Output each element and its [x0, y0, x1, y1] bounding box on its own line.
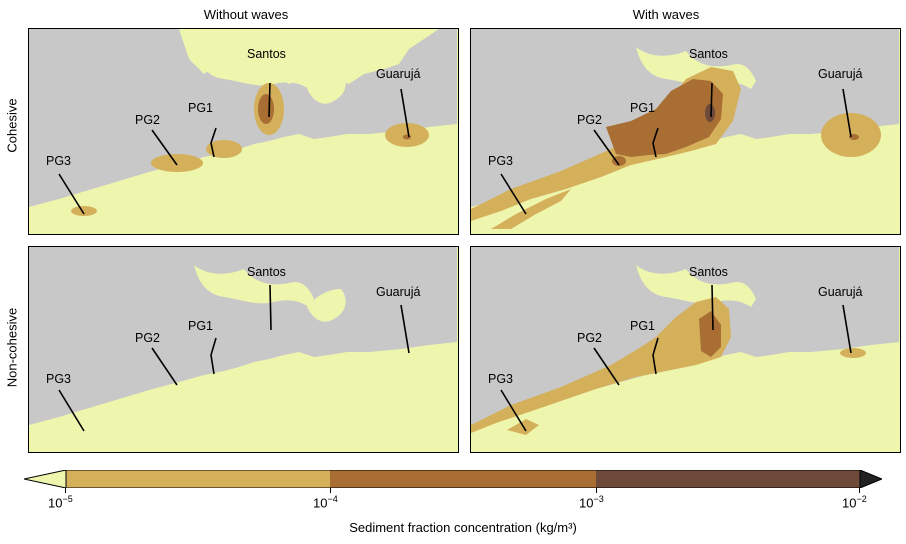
- map-svg: [471, 29, 899, 229]
- site-label-guaruja: Guarujá: [818, 67, 863, 81]
- column-title-with-waves: With waves: [632, 7, 700, 22]
- outfall-pg1: [210, 127, 217, 158]
- land-mass: [29, 29, 457, 207]
- site-label-pg1: PG1: [188, 319, 214, 333]
- column-title-without-waves: Without waves: [203, 7, 289, 22]
- site-label-pg3: PG3: [46, 372, 72, 386]
- plume-combined: [471, 297, 731, 433]
- map-svg: [471, 247, 899, 435]
- outfall-guaruja: [400, 304, 410, 354]
- map-panel-non-cohesive-without-waves: Santos Guarujá PG1 PG2 PG3: [28, 246, 459, 453]
- site-label-pg3: PG3: [46, 154, 72, 168]
- map-panel-cohesive-without-waves: Santos Guarujá PG1 PG2 PG3: [28, 28, 459, 235]
- plume-guaruja: [840, 348, 866, 358]
- outfall-pg1: [652, 337, 659, 375]
- plume-pg1: [206, 140, 242, 158]
- colorbar-tick-label: 10−5: [48, 494, 73, 511]
- site-label-santos: Santos: [689, 47, 728, 61]
- plume-pg2: [151, 154, 203, 172]
- site-label-guaruja: Guarujá: [376, 67, 421, 81]
- colorbar-tick-label: 10−3: [579, 494, 604, 511]
- outfall-pg3: [500, 389, 527, 432]
- colorbar-under-triangle: [24, 470, 67, 488]
- colorbar-label: Sediment fraction concentration (kg/m³): [349, 520, 577, 535]
- site-label-guaruja: Guarujá: [818, 285, 863, 299]
- outfall-pg1: [210, 337, 217, 375]
- outfall-pg2: [151, 347, 178, 386]
- site-label-santos: Santos: [247, 47, 286, 61]
- site-label-pg1: PG1: [630, 319, 656, 333]
- outfall-santos: [711, 284, 714, 331]
- site-label-pg3: PG3: [488, 154, 514, 168]
- map-svg: [29, 29, 457, 216]
- outfall-santos: [269, 284, 272, 331]
- outfall-santos: [710, 82, 713, 118]
- site-label-guaruja: Guarujá: [376, 285, 421, 299]
- tick-mark: [65, 488, 66, 493]
- site-label-pg1: PG1: [188, 101, 214, 115]
- site-label-pg2: PG2: [577, 331, 603, 345]
- row-label-non-cohesive: Non-cohesive: [4, 307, 20, 388]
- outfall-pg2: [593, 347, 620, 386]
- colorbar: [24, 470, 882, 488]
- colorbar-bin-3: [596, 470, 860, 488]
- outfall-guaruja: [842, 304, 852, 354]
- colorbar-tick-label: 10−2: [842, 494, 867, 511]
- outfall-pg2: [593, 129, 620, 166]
- site-label-pg2: PG2: [135, 331, 161, 345]
- colorbar-tick-label: 10−4: [313, 494, 338, 511]
- map-panel-non-cohesive-with-waves: Santos Guarujá PG1 PG2 PG3: [470, 246, 901, 453]
- outfall-pg3: [58, 389, 85, 432]
- site-label-pg2: PG2: [135, 113, 161, 127]
- outfall-guaruja: [842, 88, 852, 138]
- outfall-guaruja: [400, 88, 410, 138]
- site-label-pg3: PG3: [488, 372, 514, 386]
- site-label-pg2: PG2: [577, 113, 603, 127]
- tick-mark: [330, 488, 331, 493]
- outfall-santos: [268, 82, 271, 118]
- outfall-pg2: [151, 129, 178, 166]
- site-label-pg1: PG1: [630, 101, 656, 115]
- land-mass: [29, 247, 457, 425]
- outfall-pg1: [652, 127, 659, 158]
- site-label-santos: Santos: [247, 265, 286, 279]
- outfall-pg3: [500, 173, 527, 215]
- colorbar-bin-2: [330, 470, 596, 488]
- plume-pg3: [71, 206, 97, 216]
- outfall-pg3: [58, 173, 85, 215]
- site-label-santos: Santos: [689, 265, 728, 279]
- colorbar-bin-1: [66, 470, 330, 488]
- colorbar-over-triangle: [859, 470, 882, 488]
- map-panel-cohesive-with-waves: Santos Guarujá PG1 PG2 PG3: [470, 28, 901, 235]
- row-label-cohesive: Cohesive: [4, 98, 20, 153]
- map-svg: [29, 247, 457, 432]
- tick-mark: [859, 488, 860, 493]
- tick-mark: [596, 488, 597, 493]
